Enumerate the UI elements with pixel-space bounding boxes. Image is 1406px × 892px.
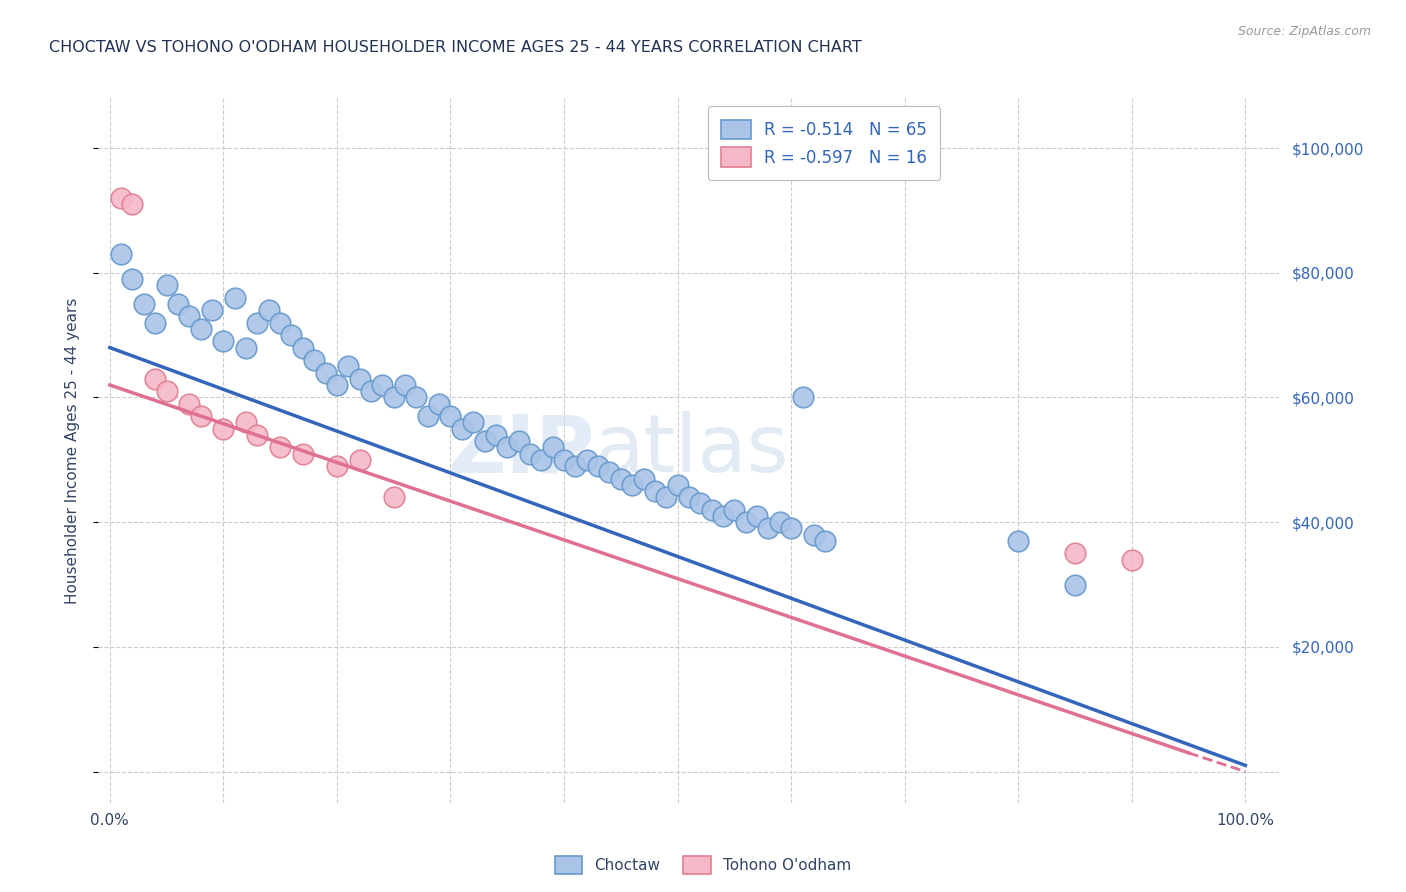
Point [315,366,337,380]
Point [360,384,382,399]
Point [291,446,314,460]
Point [758,521,780,535]
Point [1064,546,1087,560]
Legend: R = -0.514   N = 65, R = -0.597   N = 16: R = -0.514 N = 65, R = -0.597 N = 16 [707,106,941,180]
Point [678,490,700,504]
Point [463,416,485,430]
Point [405,391,427,405]
Point [586,458,609,473]
Point [644,483,666,498]
Point [326,458,349,473]
Point [224,291,246,305]
Point [269,316,291,330]
Point [621,477,644,491]
Point [689,496,711,510]
Point [541,441,564,455]
Point [427,397,450,411]
Point [269,441,291,455]
Point [416,409,439,424]
Point [666,477,689,491]
Point [485,428,508,442]
Point [610,471,633,485]
Point [110,247,132,261]
Point [337,359,360,374]
Point [450,422,472,436]
Text: atlas: atlas [595,411,789,490]
Point [382,490,405,504]
Point [745,508,768,523]
Point [179,397,201,411]
Point [121,272,143,286]
Point [235,341,257,355]
Point [143,372,166,386]
Point [190,409,212,424]
Point [143,316,166,330]
Point [1064,577,1087,591]
Point [349,372,371,386]
Y-axis label: Householder Income Ages 25 - 44 years: Householder Income Ages 25 - 44 years [65,297,80,604]
Point [246,316,269,330]
Point [201,303,224,318]
Point [121,197,143,211]
Point [711,508,734,523]
Legend: Choctaw, Tohono O'odham: Choctaw, Tohono O'odham [548,850,858,880]
Point [519,446,541,460]
Text: ZIP: ZIP [447,411,595,490]
Point [132,297,155,311]
Point [700,502,723,516]
Point [439,409,461,424]
Point [302,353,325,368]
Point [167,297,190,311]
Point [280,328,302,343]
Point [496,441,519,455]
Point [814,533,837,548]
Point [1007,533,1029,548]
Point [110,191,132,205]
Point [212,422,235,436]
Text: Source: ZipAtlas.com: Source: ZipAtlas.com [1237,25,1371,38]
Point [155,278,177,293]
Point [780,521,803,535]
Point [508,434,530,449]
Point [655,490,678,504]
Point [212,334,235,349]
Point [803,527,825,541]
Point [326,378,349,392]
Point [394,378,416,392]
Point [474,434,496,449]
Point [1121,552,1143,566]
Point [792,391,814,405]
Point [564,458,586,473]
Point [734,515,756,529]
Point [291,341,314,355]
Point [633,471,655,485]
Point [257,303,280,318]
Point [246,428,269,442]
Text: CHOCTAW VS TOHONO O'ODHAM HOUSEHOLDER INCOME AGES 25 - 44 YEARS CORRELATION CHAR: CHOCTAW VS TOHONO O'ODHAM HOUSEHOLDER IN… [49,40,862,55]
Point [598,465,620,479]
Point [575,452,598,467]
Point [190,322,212,336]
Point [235,416,257,430]
Point [349,452,371,467]
Point [530,452,553,467]
Point [382,391,405,405]
Point [769,515,792,529]
Point [371,378,394,392]
Point [179,310,201,324]
Point [155,384,177,399]
Point [553,452,575,467]
Point [723,502,745,516]
